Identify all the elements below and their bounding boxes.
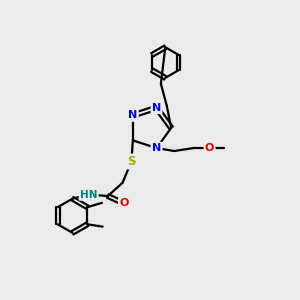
Text: O: O <box>205 143 214 153</box>
Text: N: N <box>152 103 161 113</box>
Text: S: S <box>127 155 136 168</box>
Text: O: O <box>119 198 129 208</box>
Text: N: N <box>152 143 161 153</box>
Text: HN: HN <box>80 190 98 200</box>
Text: N: N <box>128 110 137 121</box>
